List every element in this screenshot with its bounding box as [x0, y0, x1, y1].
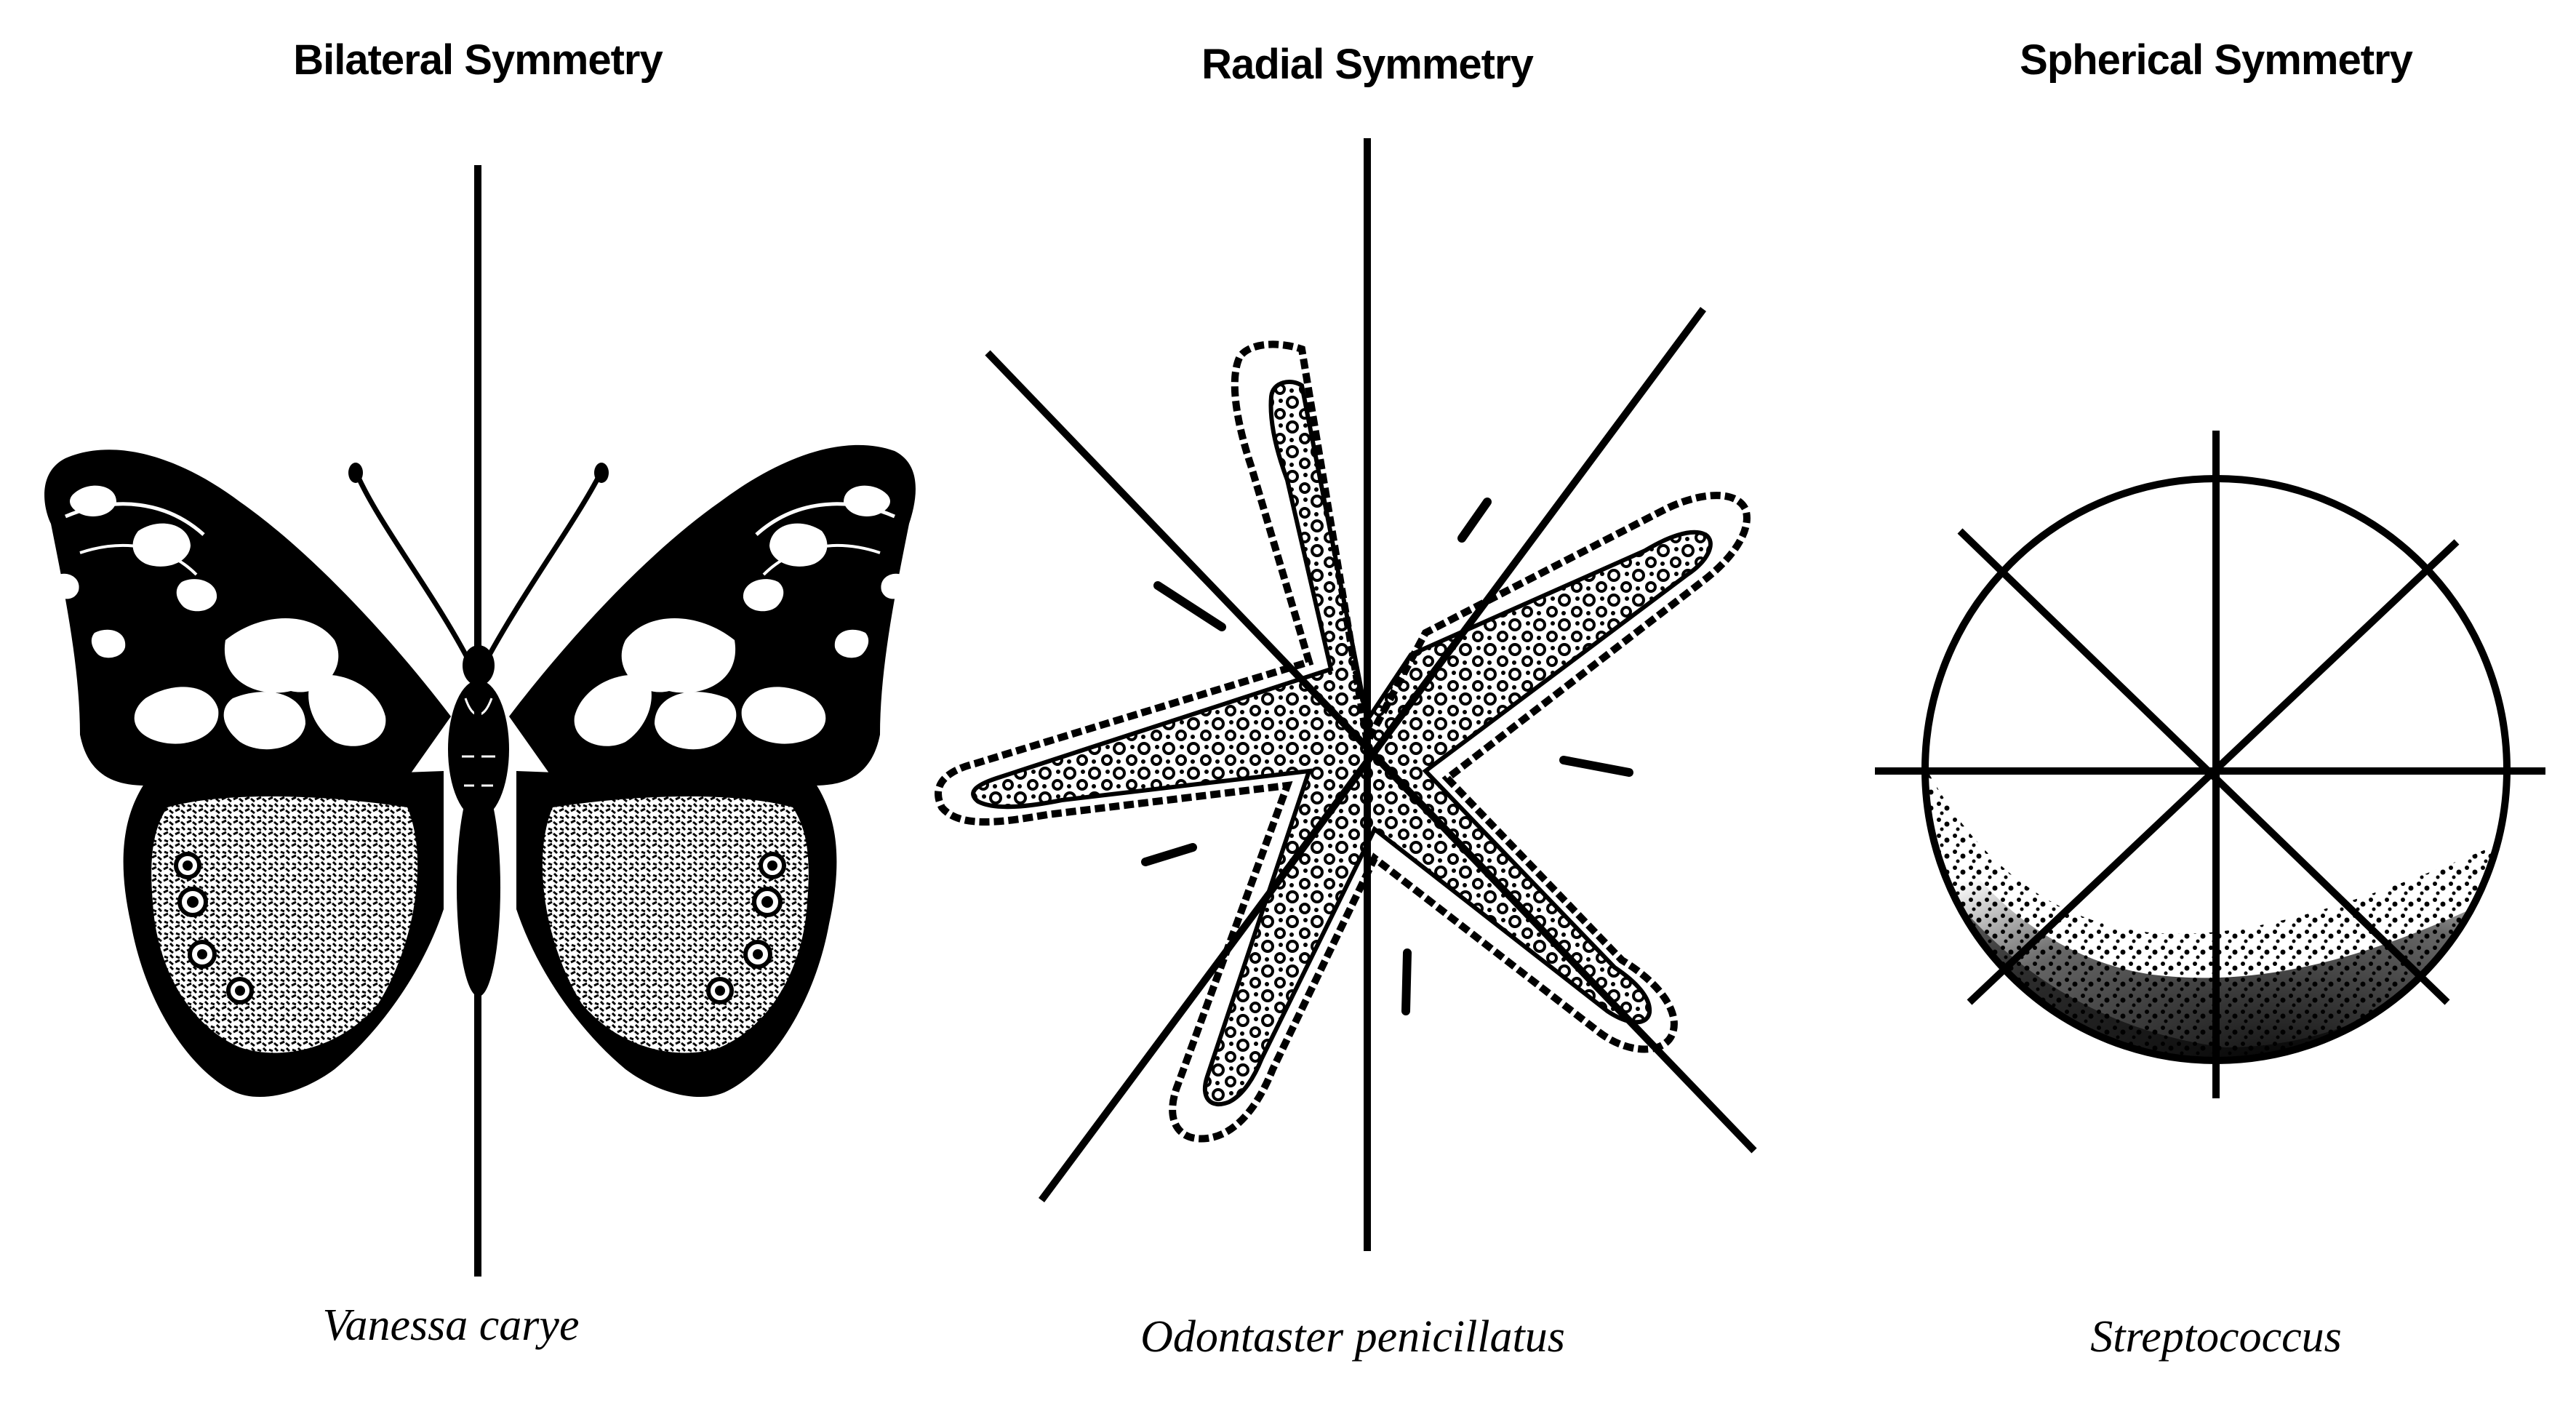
radial-axis-diagonal-b: [1038, 307, 1707, 1202]
spherical-axis-diagonal-b: [1967, 539, 2460, 1005]
symmetry-axes-spherical: [1875, 431, 2545, 1098]
panel-radial: Radial Symmetry Odontaster penicillatus: [935, 41, 1757, 1362]
panel-title-radial: Radial Symmetry: [1201, 41, 1533, 88]
panel-bilateral: Bilateral Symmetry: [44, 36, 916, 1350]
panel-caption-bilateral: Vanessa carye: [323, 1301, 580, 1350]
panel-caption-spherical: Streptococcus: [2090, 1312, 2341, 1362]
panel-title-bilateral: Bilateral Symmetry: [293, 36, 663, 84]
starfish-icon: [935, 340, 1751, 1143]
panel-caption-radial: Odontaster penicillatus: [1140, 1312, 1565, 1362]
symmetry-axes-radial: [985, 138, 1757, 1251]
spherical-axis-diagonal-a: [1957, 528, 2450, 1005]
panel-title-spherical: Spherical Symmetry: [2020, 36, 2412, 84]
panel-spherical: Spherical Symmetry Streptococcus: [1875, 36, 2545, 1362]
butterfly-icon: [44, 444, 916, 1098]
